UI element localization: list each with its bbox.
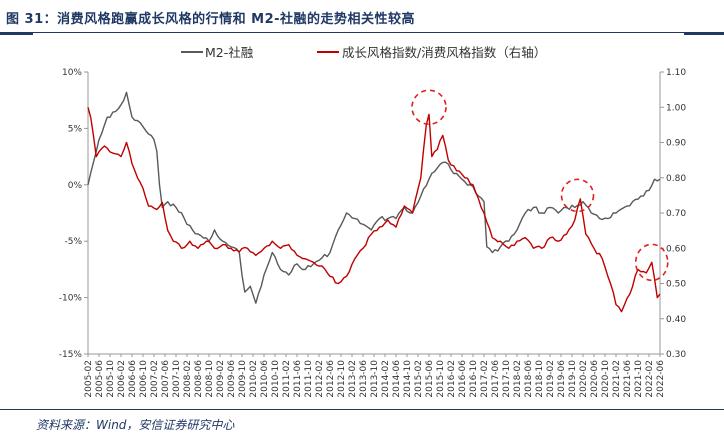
x-tick-label: 2010-06: [260, 360, 270, 398]
source-note: 资料来源：Wind，安信证券研究中心: [36, 418, 235, 432]
right-tick-label: 0.90: [666, 139, 686, 149]
x-tick-label: 2021-10: [634, 360, 644, 398]
x-tick-label: 2013-10: [370, 360, 380, 398]
x-tick-label: 2006-02: [117, 360, 127, 398]
x-tick-label: 2006-06: [128, 360, 138, 398]
x-tick-label: 2018-10: [535, 360, 545, 398]
footer-rule: [0, 409, 724, 410]
dashed-ellipse-annotation: [634, 243, 669, 282]
series-line-ratio: [87, 107, 661, 313]
x-tick-label: 2014-06: [392, 360, 402, 398]
x-tick-label: 2005-02: [84, 360, 94, 398]
left-tick-label: -15%: [59, 350, 83, 360]
right-tick-label: 0.30: [666, 350, 686, 360]
left-tick-label: -10%: [59, 294, 83, 304]
x-tick-label: 2015-10: [436, 360, 446, 398]
x-tick-label: 2019-06: [557, 360, 567, 398]
x-tick-label: 2022-06: [656, 360, 666, 398]
x-tick-label: 2008-10: [205, 360, 215, 398]
plot-area: [87, 72, 661, 355]
x-axis: 2005-02 2005-06 2005-10 2006-02 2006-06 2006-…: [84, 354, 666, 398]
x-tick-label: 2007-06: [161, 360, 171, 398]
x-tick-label: 2019-10: [568, 360, 578, 398]
x-tick-label: 2021-06: [623, 360, 633, 398]
right-tick-label: 1.10: [666, 68, 686, 78]
right-tick-label: 1.00: [666, 103, 686, 113]
x-tick-label: 2009-10: [238, 360, 248, 398]
x-tick-label: 2011-10: [304, 360, 314, 398]
x-tick-label: 2009-06: [227, 360, 237, 398]
x-tick-label: 2010-10: [271, 360, 281, 398]
x-tick-label: 2017-06: [491, 360, 501, 398]
x-tick-label: 2017-10: [502, 360, 512, 398]
title-rule: [0, 32, 724, 33]
x-tick-label: 2007-02: [150, 360, 160, 398]
x-tick-label: 2019-02: [546, 360, 556, 398]
x-tick-label: 2013-02: [348, 360, 358, 398]
annotation-layer: [411, 89, 669, 282]
x-tick-label: 2005-06: [95, 360, 105, 398]
x-tick-label: 2018-02: [513, 360, 523, 398]
x-tick-label: 2021-02: [612, 360, 622, 398]
dashed-ellipse-annotation: [560, 178, 595, 213]
left-tick-label: 0%: [68, 181, 83, 191]
right-tick-label: 0.60: [666, 244, 686, 254]
x-tick-label: 2014-10: [403, 360, 413, 398]
x-tick-label: 2010-02: [249, 360, 259, 398]
x-tick-label: 2011-02: [282, 360, 292, 398]
x-tick-label: 2006-10: [139, 360, 149, 398]
right-tick-label: 0.80: [666, 174, 686, 184]
title-rule-accent-right: [684, 32, 724, 35]
x-tick-label: 2014-02: [381, 360, 391, 398]
left-tick-label: 10%: [62, 68, 82, 78]
x-tick-label: 2007-10: [172, 360, 182, 398]
left-y-axis: -15% -10% -5% 0% 5% 10%: [59, 68, 88, 360]
x-tick-label: 2015-06: [425, 360, 435, 398]
x-tick-label: 2009-02: [216, 360, 226, 398]
x-tick-label: 2020-02: [579, 360, 589, 398]
x-tick-label: 2017-02: [480, 360, 490, 398]
legend-label-m2: M2-社融: [205, 45, 254, 60]
series-layer: [87, 91, 661, 313]
title-rule-accent-left: [0, 32, 33, 35]
right-tick-label: 0.40: [666, 315, 686, 325]
figure-title: 图 31：消费风格跑赢成长风格的行情和 M2-社融的走势相关性较高: [6, 12, 416, 27]
x-tick-label: 2005-10: [106, 360, 116, 398]
x-tick-label: 2008-06: [194, 360, 204, 398]
legend-label-ratio: 成长风格指数/消费风格指数（右轴）: [342, 45, 546, 60]
x-tick-label: 2008-02: [183, 360, 193, 398]
dashed-ellipse-annotation: [411, 89, 447, 126]
right-y-axis: 0.30 0.40 0.50 0.60 0.70 0.80 0.90 1.00 1.10: [660, 68, 686, 360]
left-tick-label: -5%: [64, 237, 82, 247]
x-tick-label: 2020-06: [590, 360, 600, 398]
x-tick-label: 2020-10: [601, 360, 611, 398]
x-tick-label: 2018-06: [524, 360, 534, 398]
right-tick-label: 0.70: [666, 209, 686, 219]
x-tick-label: 2012-02: [315, 360, 325, 398]
series-line-m2: [87, 91, 661, 304]
x-tick-label: 2011-06: [293, 360, 303, 398]
x-tick-label: 2012-10: [337, 360, 347, 398]
legend: M2-社融 成长风格指数/消费风格指数（右轴）: [181, 45, 546, 60]
x-tick-label: 2016-06: [458, 360, 468, 398]
x-tick-label: 2016-02: [447, 360, 457, 398]
x-tick-label: 2012-06: [326, 360, 336, 398]
x-tick-label: 2015-02: [414, 360, 424, 398]
x-tick-label: 2016-10: [469, 360, 479, 398]
x-tick-label: 2022-02: [645, 360, 655, 398]
right-tick-label: 0.50: [666, 280, 686, 290]
x-tick-label: 2013-06: [359, 360, 369, 398]
left-tick-label: 5%: [68, 124, 83, 134]
